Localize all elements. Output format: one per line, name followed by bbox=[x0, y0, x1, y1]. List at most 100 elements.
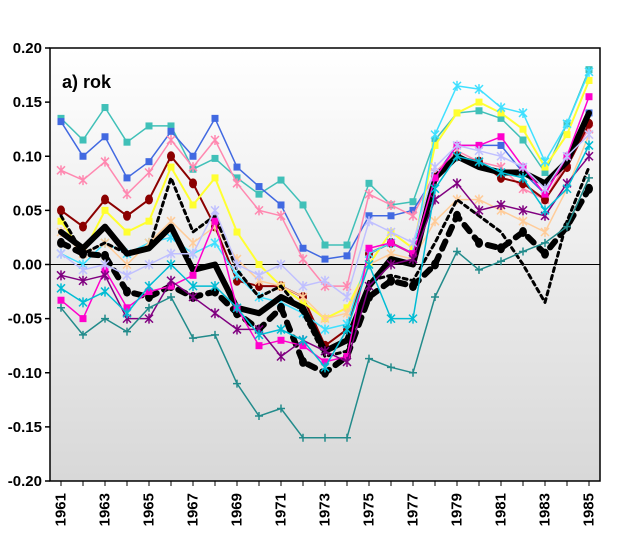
data-point bbox=[101, 194, 109, 205]
data-point bbox=[188, 237, 198, 248]
x-tick-label: 1967 bbox=[185, 493, 202, 526]
data-point bbox=[540, 156, 550, 167]
data-point bbox=[320, 362, 330, 373]
data-point bbox=[409, 198, 417, 206]
data-point bbox=[518, 172, 528, 183]
x-axis: 1961 1963 1965 1967 1969 1971 1973 1975 1977 1979… bbox=[53, 481, 598, 526]
data-point bbox=[409, 244, 417, 252]
data-point bbox=[453, 210, 461, 221]
data-point bbox=[145, 217, 153, 225]
data-point bbox=[276, 351, 286, 362]
data-point bbox=[343, 241, 351, 249]
data-point bbox=[343, 433, 351, 442]
y-tick-label: 0.20 bbox=[13, 40, 42, 57]
data-point bbox=[409, 281, 417, 292]
data-point bbox=[100, 156, 110, 167]
data-point bbox=[497, 243, 505, 254]
data-point bbox=[365, 212, 373, 220]
data-point bbox=[541, 238, 549, 247]
series-1 bbox=[57, 66, 593, 249]
data-point bbox=[123, 174, 131, 182]
data-point bbox=[122, 189, 132, 200]
data-point bbox=[452, 151, 462, 162]
data-point bbox=[408, 210, 418, 221]
data-point bbox=[299, 356, 307, 367]
data-point bbox=[496, 199, 506, 210]
data-point bbox=[101, 133, 109, 141]
data-point bbox=[101, 250, 109, 261]
data-point bbox=[145, 303, 153, 312]
data-point bbox=[518, 107, 528, 118]
data-point bbox=[387, 239, 395, 247]
x-tick-label: 1965 bbox=[141, 493, 158, 526]
series-12 bbox=[56, 129, 594, 302]
x-tick-label: 1977 bbox=[405, 493, 422, 526]
data-point bbox=[277, 404, 285, 413]
data-point bbox=[540, 227, 550, 238]
x-tick-label: 1963 bbox=[97, 493, 114, 526]
data-point bbox=[430, 216, 440, 227]
data-point bbox=[78, 297, 88, 308]
data-point bbox=[100, 270, 110, 281]
y-tick-label: -0.15 bbox=[8, 419, 42, 436]
x-tick-label: 1985 bbox=[581, 493, 598, 526]
data-point bbox=[541, 168, 549, 176]
data-point bbox=[123, 286, 131, 297]
data-point bbox=[232, 259, 242, 270]
data-point bbox=[497, 114, 505, 122]
data-point bbox=[497, 141, 505, 149]
data-point bbox=[541, 163, 549, 171]
data-point bbox=[122, 270, 132, 281]
data-point bbox=[321, 241, 329, 249]
data-point bbox=[57, 118, 65, 126]
data-point bbox=[101, 104, 109, 112]
data-point bbox=[321, 433, 329, 442]
data-point bbox=[562, 183, 572, 194]
data-point bbox=[343, 252, 351, 260]
data-point bbox=[430, 162, 440, 173]
data-point bbox=[299, 433, 307, 442]
data-point bbox=[210, 237, 220, 248]
data-point bbox=[255, 412, 263, 421]
data-point bbox=[386, 199, 396, 210]
data-point bbox=[57, 303, 65, 312]
data-point bbox=[519, 136, 527, 144]
data-point bbox=[166, 248, 176, 259]
data-point bbox=[584, 129, 594, 140]
data-point bbox=[144, 259, 154, 270]
data-point bbox=[386, 259, 396, 270]
data-point bbox=[386, 227, 396, 238]
data-point bbox=[408, 254, 418, 265]
series-9 bbox=[59, 165, 591, 358]
data-point bbox=[431, 174, 439, 182]
x-tick-label: 1971 bbox=[273, 493, 290, 526]
data-point bbox=[431, 259, 439, 270]
data-point bbox=[144, 313, 154, 324]
data-point bbox=[364, 281, 374, 292]
data-point bbox=[277, 336, 285, 344]
data-point bbox=[475, 98, 483, 106]
data-point bbox=[188, 162, 198, 173]
data-point bbox=[232, 178, 242, 189]
data-point bbox=[474, 156, 484, 167]
data-point bbox=[453, 247, 461, 256]
data-point bbox=[123, 210, 131, 221]
data-point bbox=[210, 281, 220, 292]
data-point bbox=[79, 136, 87, 144]
data-point bbox=[254, 205, 264, 216]
data-point bbox=[342, 356, 352, 367]
data-point bbox=[519, 227, 527, 238]
data-point bbox=[320, 275, 330, 286]
data-point bbox=[585, 173, 593, 182]
data-point bbox=[519, 125, 527, 133]
data-point bbox=[145, 288, 153, 296]
data-point bbox=[123, 138, 131, 146]
data-point bbox=[276, 259, 286, 270]
data-point bbox=[145, 194, 153, 205]
y-tick-label: -0.05 bbox=[8, 311, 42, 328]
data-point bbox=[233, 228, 241, 236]
data-point bbox=[298, 291, 308, 302]
data-point bbox=[122, 308, 132, 319]
data-point bbox=[585, 183, 593, 194]
